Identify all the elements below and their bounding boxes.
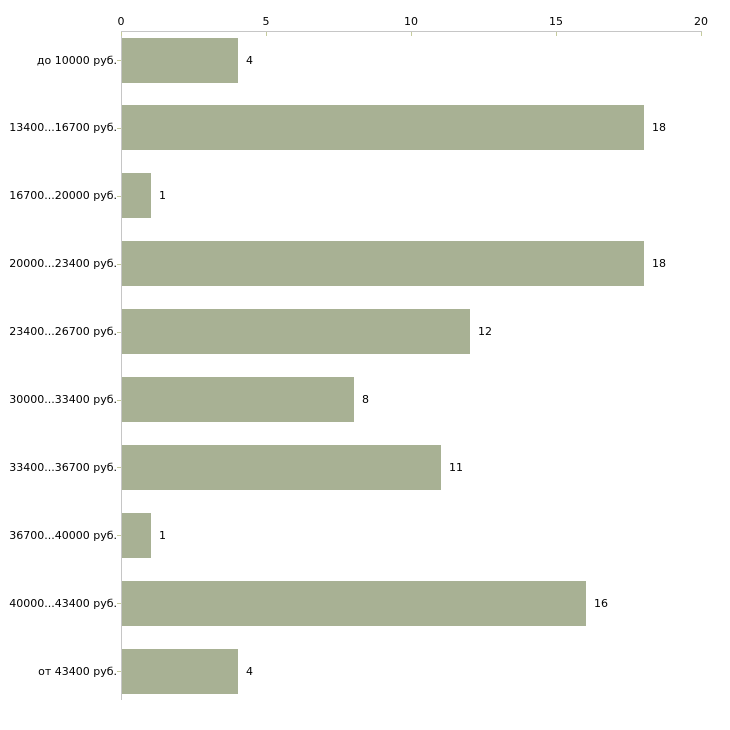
bar-value-label: 4	[246, 53, 253, 67]
bar-value-label: 11	[449, 460, 463, 474]
x-axis-tick-mark	[701, 32, 702, 36]
category-tick-mark	[117, 467, 121, 468]
bar-value-label: 18	[652, 121, 666, 135]
x-axis-tick-label: 0	[117, 15, 125, 28]
category-tick-mark	[117, 400, 121, 401]
category-tick-mark	[117, 603, 121, 604]
category-label: 16700...20000 руб.	[9, 189, 117, 203]
bar	[122, 444, 441, 490]
category-tick-mark	[117, 128, 121, 129]
category-tick-mark	[117, 60, 121, 61]
bar	[122, 309, 470, 355]
bar-value-label: 1	[159, 528, 166, 542]
bar-value-label: 4	[246, 664, 253, 678]
x-axis-tick-label: 20	[694, 15, 708, 28]
bar	[122, 37, 238, 83]
bar	[122, 512, 151, 558]
category-label: 33400...36700 руб.	[9, 460, 117, 474]
category-label: от 43400 руб.	[38, 664, 117, 678]
x-axis-tick-mark	[411, 32, 412, 36]
category-tick-mark	[117, 671, 121, 672]
bar	[122, 648, 238, 694]
bar-value-label: 8	[362, 393, 369, 406]
bar	[122, 377, 354, 422]
x-axis-tick-label: 10	[404, 15, 418, 28]
x-axis-tick-label: 15	[549, 15, 563, 28]
y-axis-line	[121, 31, 122, 700]
x-axis-line	[121, 31, 702, 32]
x-axis-tick-mark	[556, 32, 557, 36]
category-label: 13400...16700 руб.	[9, 121, 117, 135]
bar-value-label: 18	[652, 257, 666, 271]
bar	[122, 105, 644, 151]
category-label: 23400...26700 руб.	[9, 325, 117, 339]
category-label: до 10000 руб.	[36, 53, 117, 67]
category-label: 20000...23400 руб.	[9, 257, 117, 271]
bar	[122, 173, 151, 219]
bar-value-label: 16	[594, 596, 608, 610]
category-label: 36700...40000 руб.	[9, 528, 117, 542]
x-axis-tick-mark	[266, 32, 267, 36]
bar	[122, 241, 644, 287]
category-label: 40000...43400 руб.	[9, 596, 117, 610]
bar-value-label: 1	[159, 189, 166, 203]
category-label: 30000...33400 руб.	[9, 393, 117, 406]
x-axis-tick-label: 5	[262, 15, 270, 28]
bar	[122, 580, 586, 626]
x-axis-tick-mark	[121, 32, 122, 36]
category-tick-mark	[117, 535, 121, 536]
bar-value-label: 12	[478, 325, 492, 339]
category-tick-mark	[117, 196, 121, 197]
category-tick-mark	[117, 264, 121, 265]
category-tick-mark	[117, 332, 121, 333]
